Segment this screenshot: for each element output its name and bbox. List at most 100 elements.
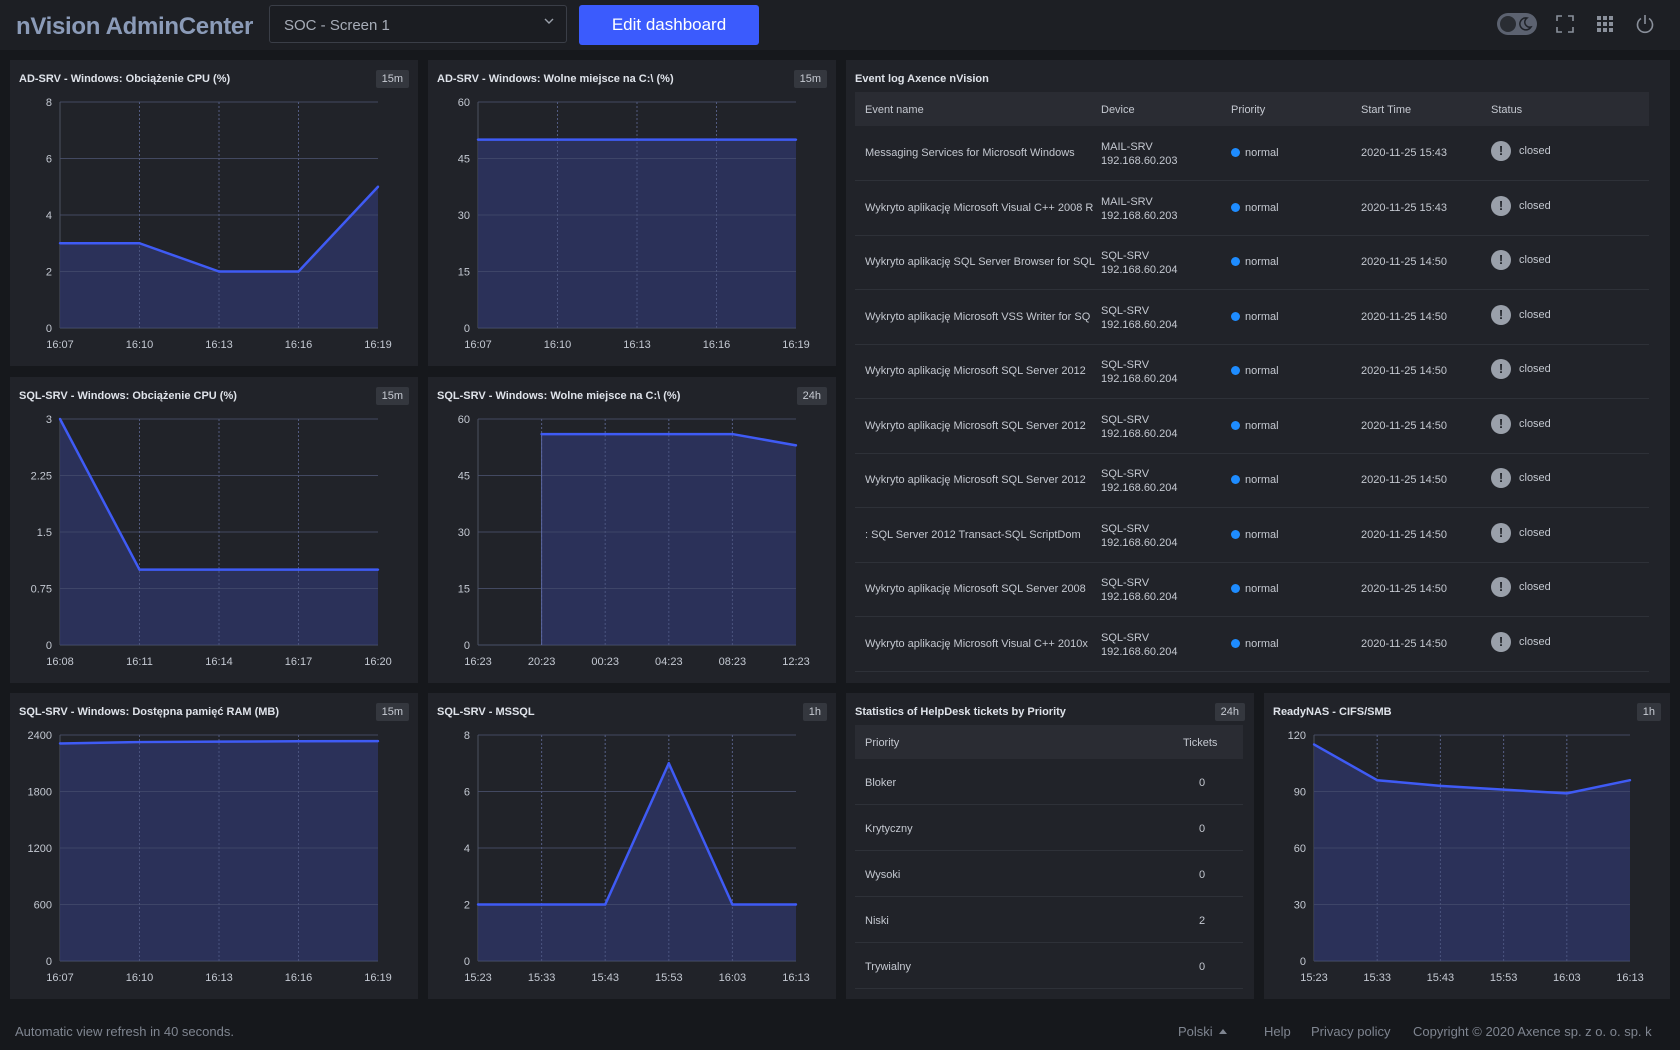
table-row[interactable]: : SQL Server 2012 Transact-SQL ScriptDom… — [855, 508, 1649, 563]
column-header[interactable]: Tickets — [1183, 737, 1218, 749]
x-tick-label: 04:23 — [655, 656, 683, 668]
table-row[interactable]: Wykryto aplikację Microsoft SQL Server 2… — [855, 453, 1649, 508]
data-point — [794, 138, 798, 141]
series-line — [478, 762, 796, 906]
data-point — [794, 444, 798, 447]
status-cell: ! closed — [1491, 304, 1551, 325]
priority-dot-icon — [1231, 148, 1240, 157]
device-name: SQL-SRV — [1101, 522, 1150, 535]
status-cell: ! closed — [1491, 250, 1551, 270]
x-tick-label: 16:16 — [285, 339, 313, 351]
column-header[interactable]: Priority — [1231, 104, 1266, 116]
table-row[interactable]: Wykryto aplikację Microsoft VSS Writer f… — [855, 290, 1649, 345]
column-header[interactable]: Event name — [865, 104, 924, 116]
x-tick-label: 15:43 — [1427, 972, 1455, 984]
fullscreen-icon[interactable] — [1554, 13, 1576, 35]
column-header[interactable]: Start Time — [1361, 104, 1412, 116]
device-name: MAIL-SRV — [1101, 195, 1153, 208]
chart-panel-ad-cpu: 0 2 4 6 8 16:07 16:10 16:13 16:16 16:19 AD-SRV - … — [10, 60, 418, 366]
data-point — [476, 138, 480, 141]
table-row[interactable]: Wykryto aplikację Microsoft Visual C++ 2… — [855, 181, 1649, 236]
device-ip: 192.168.60.204 — [1101, 427, 1178, 440]
table-row[interactable]: Wykryto aplikację SQL Server Browser for… — [855, 235, 1649, 290]
table-row[interactable]: Wykryto aplikację Microsoft SQL Server 2… — [855, 399, 1649, 454]
time-range-badge[interactable]: 15m — [375, 703, 409, 721]
time-range-badge[interactable]: 15m — [375, 70, 409, 88]
data-point — [1312, 743, 1316, 746]
data-point — [715, 138, 718, 141]
y-tick-label: 15 — [458, 584, 470, 596]
x-tick-label: 08:23 — [719, 656, 747, 668]
power-icon[interactable] — [1634, 13, 1656, 35]
help-link[interactable]: Help — [1264, 1024, 1291, 1039]
privacy-link[interactable]: Privacy policy — [1311, 1024, 1391, 1039]
device-ip: 192.168.60.204 — [1101, 536, 1178, 549]
apps-grid-icon[interactable] — [1594, 13, 1616, 35]
y-tick-label: 45 — [458, 471, 470, 483]
table-row[interactable]: Wykryto aplikację Microsoft Visual C++ 2… — [855, 617, 1649, 672]
time-range-badge[interactable]: 24h — [1214, 703, 1245, 721]
table-row[interactable]: Bloker 0 — [855, 759, 1243, 805]
table-row[interactable]: Wykryto aplikację Microsoft SQL Server 2… — [855, 562, 1649, 617]
status-cell: ! closed — [1491, 195, 1551, 216]
device-name: SQL-SRV — [1101, 468, 1150, 480]
data-point — [1628, 779, 1632, 782]
dashboard-select[interactable]: SOC - Screen 1 — [269, 5, 567, 43]
table-row[interactable]: Messaging Services for Microsoft Windows… — [855, 126, 1649, 181]
y-tick-label: 0 — [464, 640, 470, 652]
status-label: closed — [1519, 635, 1551, 648]
y-tick-label: 4 — [46, 210, 52, 222]
table-row[interactable]: Niski 2 — [855, 897, 1243, 943]
time-range-badge[interactable]: 24h — [796, 387, 827, 405]
panel-title: ReadyNAS - CIFS/SMB — [1273, 706, 1392, 718]
y-tick-label: 2.25 — [31, 471, 52, 483]
time-range-badge[interactable]: 1h — [802, 703, 827, 721]
series-area — [60, 186, 378, 328]
start-time: 2020-11-25 14:50 — [1361, 474, 1448, 486]
table-row[interactable]: Wysoki 0 — [855, 851, 1243, 897]
chart-sql-cpu: 0 0.75 1.5 2.25 3 16:08 16:11 16:14 16:17 16:20 — [31, 414, 392, 668]
data-point — [1565, 792, 1568, 795]
y-tick-label: 8 — [464, 730, 470, 742]
exclamation-icon: ! — [1491, 631, 1511, 652]
start-time: 2020-11-25 14:50 — [1361, 310, 1448, 323]
chart-sql-ram: 0 600 1200 1800 2400 16:07 16:10 16:13 16:16 16:1… — [28, 730, 392, 984]
data-point — [297, 568, 300, 571]
column-header[interactable]: Priority — [865, 737, 900, 749]
panel-title: SQL-SRV - MSSQL — [437, 706, 535, 718]
time-range-badge[interactable]: 15m — [793, 70, 827, 88]
ticket-count: 0 — [1199, 961, 1206, 973]
data-point — [138, 740, 141, 744]
y-tick-label: 30 — [458, 527, 470, 539]
x-tick-label: 16:19 — [364, 339, 392, 351]
table-row[interactable]: Trywialny 0 — [855, 943, 1243, 989]
y-tick-label: 0 — [464, 323, 470, 335]
language-selector[interactable]: Polski — [1178, 1024, 1227, 1039]
x-tick-label: 16:03 — [1553, 972, 1581, 984]
priority-label: normal — [1245, 474, 1279, 486]
time-range-badge[interactable]: 1h — [1636, 703, 1661, 721]
data-point — [138, 242, 141, 245]
event-name: Wykryto aplikację Microsoft SQL Server 2… — [865, 365, 1086, 377]
brand-logo[interactable]: nVision AdminCenter — [16, 13, 253, 40]
x-tick-label: 15:33 — [528, 972, 556, 984]
priority-cell: normal — [1231, 474, 1279, 486]
device-cell: SQL-SRV 192.168.60.204 — [1101, 358, 1177, 386]
data-point — [376, 185, 380, 188]
column-header[interactable]: Device — [1101, 104, 1135, 116]
table-row[interactable]: Krytyczny 0 — [855, 805, 1243, 851]
time-range-badge[interactable]: 15m — [375, 387, 409, 405]
edit-dashboard-button[interactable]: Edit dashboard — [579, 5, 759, 45]
theme-toggle[interactable] — [1497, 13, 1537, 35]
x-tick-label: 16:13 — [782, 972, 810, 984]
exclamation-icon: ! — [1491, 250, 1511, 270]
event-name: Wykryto aplikację Microsoft SQL Server 2… — [865, 583, 1086, 595]
table-row[interactable]: Wykryto aplikację Microsoft SQL Server 2… — [855, 344, 1649, 399]
x-tick-label: 15:53 — [1490, 972, 1518, 984]
column-header[interactable]: Status — [1491, 104, 1523, 116]
device-ip: 192.168.60.204 — [1101, 264, 1178, 276]
refresh-status: Automatic view refresh in 40 seconds. — [15, 1024, 234, 1039]
priority-label: normal — [1245, 147, 1279, 159]
data-point — [217, 568, 221, 571]
chart-panel-readynas: 0 30 60 90 120 15:23 15:33 15:43 15:53 16:03 16:13… — [1264, 693, 1670, 999]
